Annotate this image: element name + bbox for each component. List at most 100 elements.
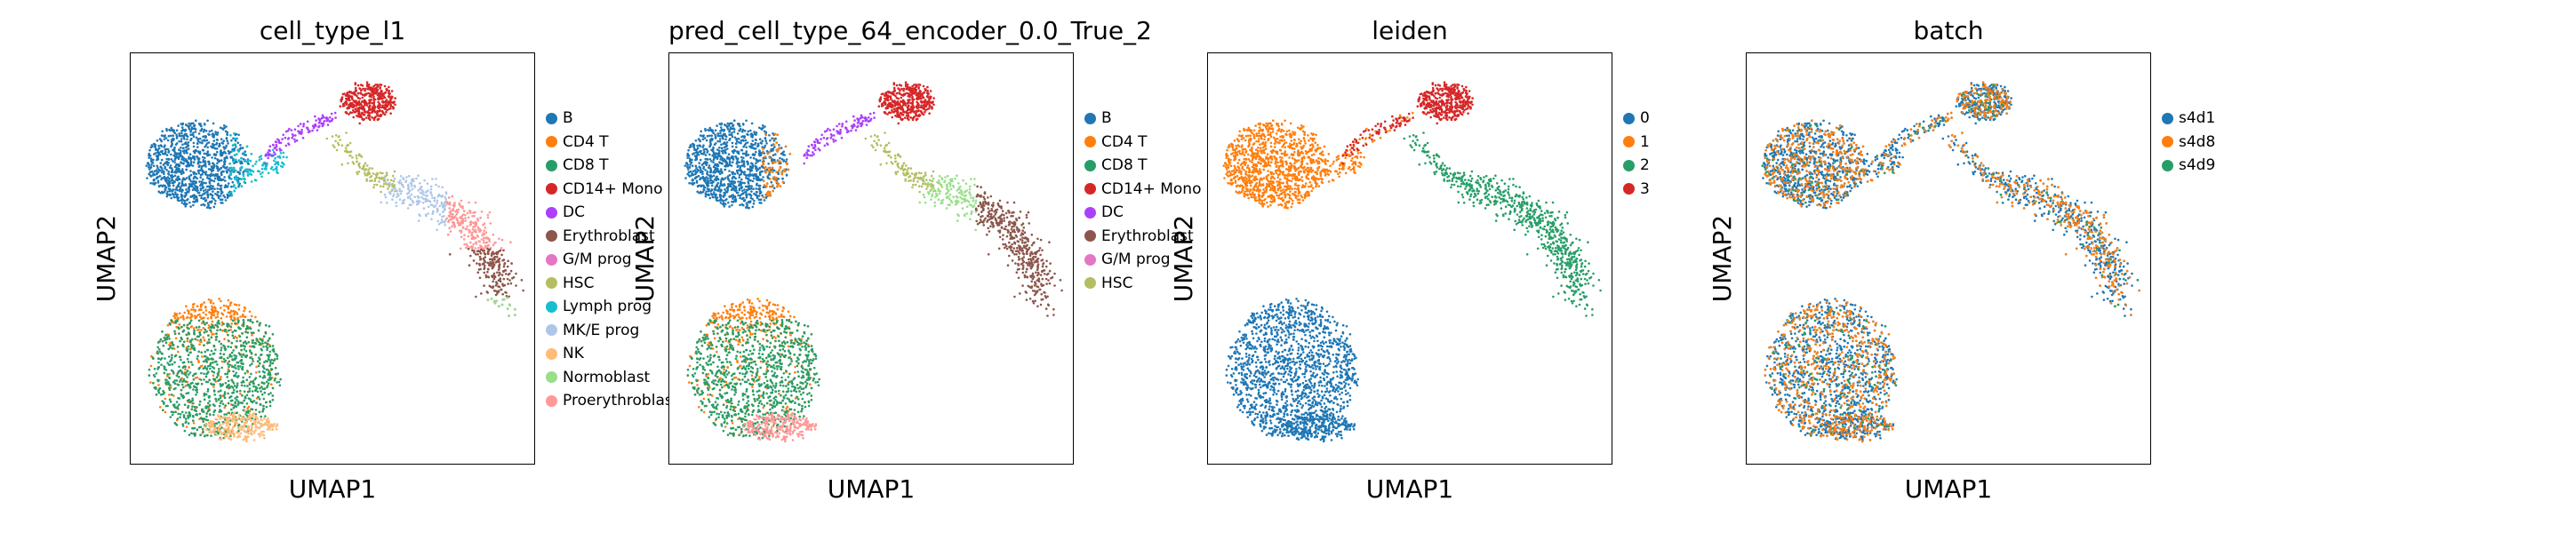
point xyxy=(212,169,215,172)
point xyxy=(340,144,344,147)
panel-title: pred_cell_type_64_encoder_0.0_True_2 xyxy=(668,16,1152,45)
point xyxy=(261,370,265,373)
point xyxy=(281,161,284,164)
point xyxy=(177,396,180,400)
point xyxy=(208,173,211,177)
point xyxy=(274,372,277,376)
point xyxy=(456,211,460,214)
point xyxy=(245,431,249,434)
point xyxy=(173,191,177,194)
point xyxy=(246,385,249,387)
point xyxy=(251,341,254,345)
point xyxy=(148,166,150,169)
point xyxy=(207,160,210,163)
point xyxy=(153,173,156,176)
point xyxy=(239,339,242,343)
point xyxy=(148,156,150,159)
point xyxy=(231,426,235,429)
point xyxy=(157,168,161,171)
point xyxy=(218,340,220,343)
point xyxy=(216,173,219,176)
point xyxy=(202,360,205,363)
point xyxy=(223,347,227,350)
point xyxy=(252,379,255,383)
point xyxy=(223,346,227,348)
point xyxy=(441,203,444,206)
point xyxy=(182,147,185,149)
point xyxy=(697,174,700,178)
point xyxy=(251,362,253,365)
point xyxy=(484,275,488,279)
point xyxy=(157,361,160,364)
point xyxy=(227,298,230,302)
point xyxy=(400,181,403,185)
point xyxy=(189,195,192,198)
point xyxy=(193,409,196,412)
point xyxy=(229,346,233,349)
point xyxy=(257,395,260,399)
point xyxy=(266,360,269,363)
point xyxy=(184,128,187,131)
point xyxy=(216,315,220,318)
point xyxy=(244,440,248,443)
point xyxy=(250,314,253,318)
point xyxy=(209,367,212,370)
point xyxy=(211,133,213,136)
point xyxy=(184,191,187,195)
point xyxy=(180,358,182,362)
point xyxy=(472,259,476,262)
point xyxy=(214,173,218,176)
point xyxy=(369,179,372,182)
point xyxy=(490,265,493,267)
point xyxy=(158,174,162,178)
point xyxy=(240,348,243,352)
point xyxy=(751,136,754,139)
point xyxy=(271,386,275,390)
point xyxy=(172,314,175,318)
point xyxy=(267,156,269,160)
point xyxy=(173,174,177,178)
point xyxy=(185,392,188,395)
series-CD8 T xyxy=(148,318,282,440)
point xyxy=(212,162,214,165)
point xyxy=(279,141,283,145)
point xyxy=(247,405,251,409)
point xyxy=(169,416,172,418)
point xyxy=(189,173,193,177)
point xyxy=(189,315,193,319)
point xyxy=(351,103,354,107)
point xyxy=(293,128,297,131)
point xyxy=(483,262,485,265)
point xyxy=(178,132,180,135)
point xyxy=(149,146,153,149)
point xyxy=(170,177,173,179)
point xyxy=(201,155,204,159)
point xyxy=(336,141,340,145)
point xyxy=(168,388,172,392)
point xyxy=(204,426,206,428)
point xyxy=(276,161,280,163)
point xyxy=(401,202,404,205)
point xyxy=(260,430,263,434)
point xyxy=(242,172,244,176)
point xyxy=(344,147,348,150)
point xyxy=(280,148,283,152)
point xyxy=(216,313,220,315)
point xyxy=(240,384,244,387)
point xyxy=(229,438,233,442)
point xyxy=(417,174,420,177)
point xyxy=(372,106,374,108)
point xyxy=(444,192,448,195)
point xyxy=(484,236,487,240)
point xyxy=(228,151,231,155)
point xyxy=(197,361,200,364)
point xyxy=(233,313,236,315)
point xyxy=(170,153,172,156)
point xyxy=(369,176,372,179)
point xyxy=(385,100,388,104)
point xyxy=(158,138,162,140)
point xyxy=(358,122,362,125)
point xyxy=(348,141,352,145)
point xyxy=(229,171,233,174)
point xyxy=(185,177,188,179)
